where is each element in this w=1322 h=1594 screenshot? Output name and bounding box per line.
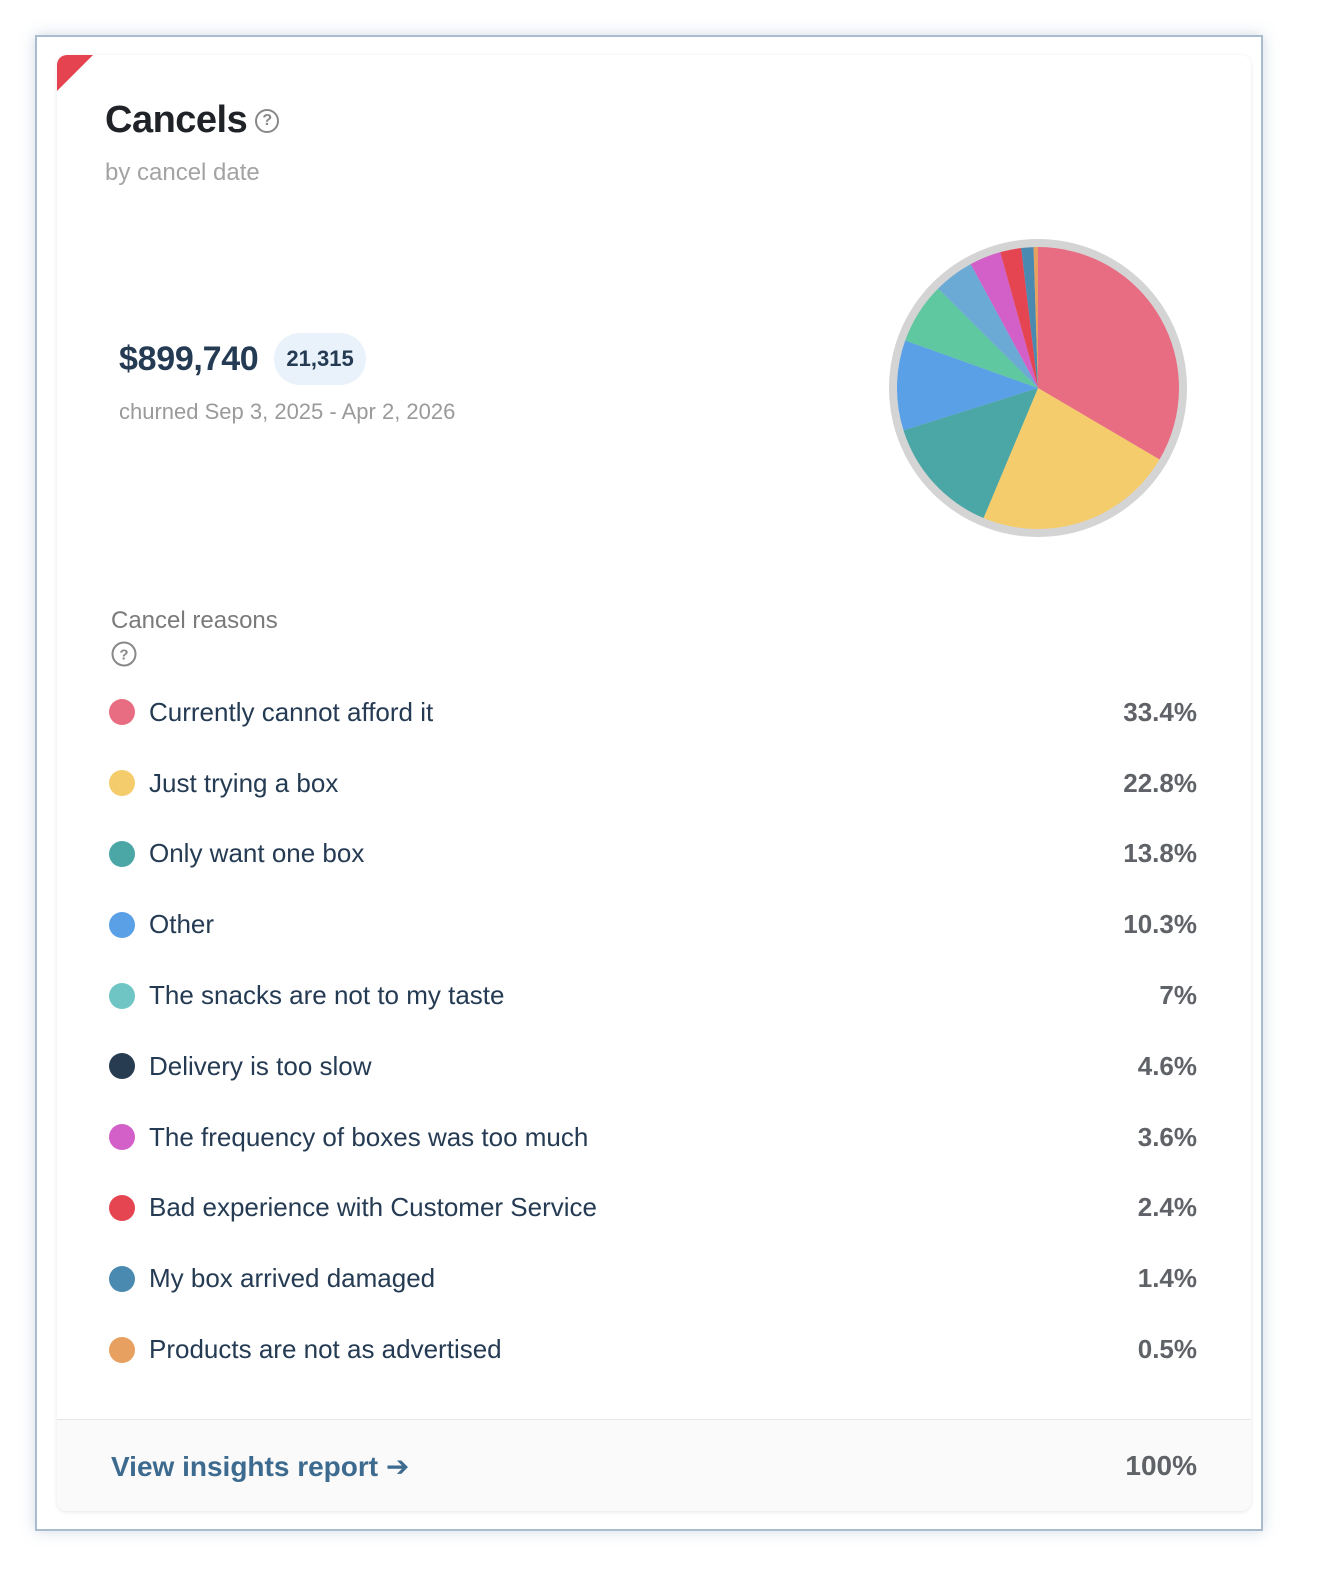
legend-dot-icon [109, 982, 135, 1009]
legend-dot-icon [109, 1265, 135, 1292]
pie-slice[interactable] [1000, 248, 1038, 388]
legend-dot-icon [109, 699, 135, 726]
pie-slice[interactable] [983, 388, 1160, 529]
legend-dot-icon [109, 1124, 135, 1151]
pie-slice[interactable] [938, 264, 1038, 388]
cancel-reasons-heading: Cancel reasons [111, 607, 278, 634]
pie-slice[interactable] [896, 340, 1038, 431]
legend-dot-icon [109, 911, 135, 938]
card-subtitle: by cancel date [105, 159, 260, 186]
churn-summary: $899,740 21,315 churned Sep 3, 2025 - Ap… [119, 333, 455, 425]
cancel-count-badge: 21,315 [274, 333, 366, 385]
legend-item[interactable]: Just trying a box 22.8% [109, 748, 1197, 819]
pie-slice[interactable] [1033, 247, 1038, 388]
legend-value: 2.4% [1137, 1192, 1197, 1223]
legend-dot-icon [109, 840, 135, 867]
reasons-help-icon[interactable]: ? [111, 641, 137, 667]
pie-slices [896, 247, 1179, 529]
legend-label: Products are not as advertised [149, 1334, 502, 1365]
legend-item[interactable]: The snacks are not to my taste 7% [109, 960, 1197, 1031]
legend-dot-icon [109, 1053, 135, 1080]
legend-label: Other [149, 909, 215, 940]
legend-item[interactable]: Currently cannot afford it 33.4% [109, 677, 1197, 748]
legend-value: 3.6% [1137, 1121, 1197, 1152]
legend-label: Delivery is too slow [149, 1050, 372, 1081]
pie-chart [887, 237, 1189, 539]
cancels-card: Cancels ? by cancel date $899,740 21,315… [57, 55, 1251, 1511]
legend-label: Currently cannot afford it [149, 696, 434, 727]
amount-row: $899,740 21,315 [119, 333, 455, 385]
legend-value: 1.4% [1137, 1263, 1197, 1294]
pie-slice[interactable] [970, 252, 1038, 388]
legend-dot-icon [109, 1194, 135, 1221]
legend-label: Only want one box [149, 838, 365, 869]
legend-value: 33.4% [1123, 696, 1197, 727]
legend-value: 10.3% [1123, 909, 1197, 940]
legend-value: 13.8% [1123, 838, 1197, 869]
pie-chart-svg [889, 239, 1187, 537]
pie-slice[interactable] [903, 388, 1038, 519]
card-header: Cancels ? [105, 99, 280, 142]
pie-slice[interactable] [905, 288, 1038, 388]
card-title: Cancels [105, 99, 248, 141]
corner-flag-icon [57, 55, 93, 91]
screenshot-frame: Cancels ? by cancel date $899,740 21,315… [35, 35, 1263, 1531]
legend-value: 0.5% [1137, 1334, 1197, 1365]
legend-label: Bad experience with Customer Service [149, 1192, 597, 1223]
legend-value: 7% [1159, 980, 1197, 1011]
legend-item[interactable]: Bad experience with Customer Service 2.4% [109, 1173, 1197, 1244]
legend-label: The frequency of boxes was too much [149, 1121, 589, 1152]
legend-label: Just trying a box [149, 767, 339, 798]
reasons-help-glyph: ? [119, 647, 128, 664]
legend-item[interactable]: Products are not as advertised 0.5% [109, 1314, 1197, 1385]
legend-label: My box arrived damaged [149, 1263, 436, 1294]
pie-slice[interactable] [1038, 247, 1179, 460]
legend-item[interactable]: Delivery is too slow 4.6% [109, 1031, 1197, 1102]
legend-label: The snacks are not to my taste [149, 980, 505, 1011]
legend-item[interactable]: My box arrived damaged 1.4% [109, 1243, 1197, 1314]
churn-period: churned Sep 3, 2025 - Apr 2, 2026 [119, 399, 456, 424]
card-footer: View insights report ➔ 100% [57, 1419, 1251, 1511]
legend-item[interactable]: Other 10.3% [109, 889, 1197, 960]
legend-item[interactable]: Only want one box 13.8% [109, 819, 1197, 890]
legend-item[interactable]: The frequency of boxes was too much 3.6% [109, 1102, 1197, 1173]
total-percent: 100% [1125, 1450, 1197, 1481]
view-insights-link[interactable]: View insights report ➔ [111, 1451, 410, 1482]
churned-amount: $899,740 [119, 339, 259, 378]
legend-dot-icon [109, 770, 135, 797]
pie-slice[interactable] [1021, 247, 1038, 388]
legend-dot-icon [109, 1336, 135, 1363]
legend-value: 4.6% [1137, 1050, 1197, 1081]
cancel-reasons-legend: Currently cannot afford it 33.4% Just tryi… [109, 677, 1197, 1385]
title-help-icon[interactable]: ? [255, 108, 280, 133]
legend-value: 22.8% [1123, 767, 1197, 798]
